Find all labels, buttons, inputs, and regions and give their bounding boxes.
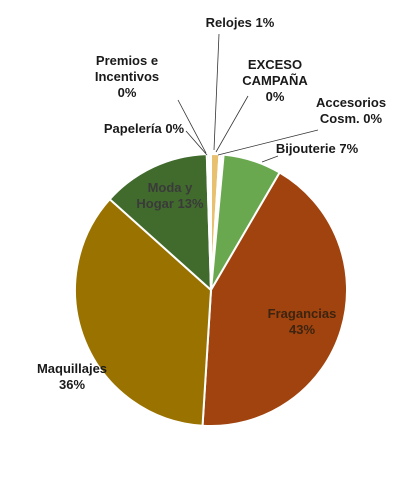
pie-slice-fragancias — [201, 171, 349, 427]
slice-label-exceso: EXCESO CAMPAÑA 0% — [242, 57, 308, 104]
leader-line-relojes — [213, 33, 220, 151]
leader-line-accesorios — [217, 129, 319, 156]
leader-line-bijouterie — [261, 155, 279, 163]
slice-label-papeleria: Papelería 0% — [104, 121, 185, 136]
leader-line-exceso — [215, 95, 249, 153]
slice-labels: Relojes 1% EXCESO CAMPAÑA 0% Accesorios Cosm.… — [37, 15, 386, 392]
slice-label-bijouterie: Bijouterie 7% — [276, 141, 359, 156]
slice-label-accesorios: Accesorios Cosm. 0% — [316, 95, 386, 126]
slice-label-relojes: Relojes 1% — [206, 15, 275, 30]
pie-slice-moda — [108, 153, 213, 293]
leader-line-papeleria — [185, 130, 208, 156]
leader-lines — [177, 33, 319, 163]
slice-label-premios: Premios e Incentivos 0% — [95, 53, 159, 100]
slice-label-maquillajes: Maquillajes 36% — [37, 361, 107, 392]
slice-label-moda: Moda y Hogar 13% — [136, 180, 204, 211]
pie-slice-maquillajes — [74, 197, 213, 427]
slice-label-fragancias: Fragancias 43% — [268, 306, 337, 337]
leader-line-premios — [177, 99, 207, 154]
pie-slices — [74, 152, 349, 427]
pie-slice-premios — [207, 152, 212, 291]
